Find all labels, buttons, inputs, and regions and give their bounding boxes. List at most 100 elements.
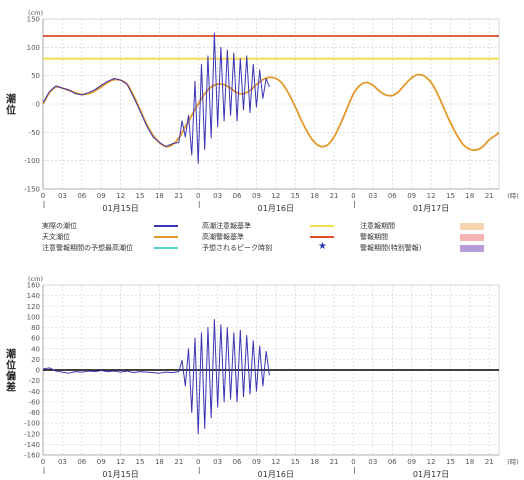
y-tick-label: 40 (31, 345, 40, 353)
chart-legend: 実際の潮位 高潮注意報基準 注意報期間天文潮位 高潮警報基準 警報期間注意警報期間の予想… (42, 221, 498, 261)
x-tick-label: 12 (271, 192, 280, 200)
y-tick-label: -140 (24, 441, 40, 449)
day-label: 01月17日 (413, 204, 449, 213)
y-tick-label: -80 (29, 409, 40, 417)
x-tick-label: 15 (291, 458, 300, 466)
legend-item: 高潮注意報基準 (202, 221, 336, 231)
day-label: 01月15日 (102, 204, 138, 213)
x-tick-label: 03 (58, 192, 67, 200)
legend-item: 注意報期間 (360, 221, 486, 231)
x-tick-label: 06 (388, 458, 397, 466)
y-axis-label-char: 潮 (6, 348, 16, 361)
legend-item: 警報期間(特別警報) (360, 243, 486, 253)
day-label: 01月16日 (258, 204, 294, 213)
legend-item: 天文潮位 (42, 232, 180, 242)
x-tick-label: 03 (213, 458, 222, 466)
x-tick-label: 0 (41, 192, 45, 200)
x-axis-unit: (時) (507, 192, 519, 200)
y-axis-unit: (cm) (28, 9, 43, 17)
x-tick-label: 21 (174, 458, 183, 466)
x-tick-label: 12 (116, 192, 125, 200)
x-tick-label: 06 (233, 458, 242, 466)
y-axis-label-char: 位 (6, 104, 16, 117)
x-tick-label: 18 (155, 192, 164, 200)
y-tick-label: 150 (27, 16, 40, 24)
y-tick-label: 80 (31, 324, 40, 332)
y-tick-label: 120 (27, 303, 40, 311)
y-tick-label: 20 (31, 356, 40, 364)
legend-label: 天文潮位 (42, 233, 70, 241)
x-tick-label: 03 (58, 458, 67, 466)
legend-line-swatch (154, 236, 178, 238)
x-tick-label: 0 (351, 458, 355, 466)
x-tick-label: 18 (155, 458, 164, 466)
legend-label: 注意報期間 (360, 222, 395, 230)
x-tick-label: 06 (77, 192, 86, 200)
y-tick-label: -60 (29, 398, 40, 406)
x-tick-label: 06 (77, 458, 86, 466)
x-tick-label: 15 (446, 192, 455, 200)
tide-deviation-chart: -160 -140 -120 -100 -80 -60 -40 -20 0 20 40 60 80 100… (6, 275, 519, 479)
legend-label: 実際の潮位 (42, 222, 77, 230)
y-tick-label: 0 (36, 101, 40, 109)
y-tick-label: -150 (24, 186, 40, 194)
x-tick-label: 15 (136, 192, 145, 200)
legend-label: 注意警報期間の予想最高潮位 (42, 244, 133, 252)
legend-line-swatch (310, 225, 334, 227)
x-tick-label: 15 (136, 458, 145, 466)
x-tick-label: 09 (97, 458, 106, 466)
y-axis-label-char: 偏 (6, 370, 16, 383)
legend-item: 実際の潮位 (42, 221, 180, 231)
x-tick-label: 09 (252, 458, 261, 466)
x-tick-label: 12 (116, 458, 125, 466)
y-axis-label-char: 位 (6, 359, 16, 372)
x-tick-label: 0 (351, 192, 355, 200)
legend-line-swatch (310, 236, 334, 238)
x-tick-label: 12 (427, 192, 436, 200)
x-tick-label: 0 (41, 458, 45, 466)
legend-label: 高潮注意報基準 (202, 222, 251, 230)
legend-label: 高潮警報基準 (202, 233, 244, 241)
y-tick-label: -120 (24, 430, 40, 438)
day-label: 01月16日 (258, 470, 294, 479)
x-tick-label: 0 (196, 458, 200, 466)
y-tick-label: 50 (31, 72, 40, 80)
legend-item: 警報期間 (360, 232, 486, 242)
y-tick-label: 0 (36, 367, 40, 375)
y-tick-label: 60 (31, 335, 40, 343)
legend-box-swatch (460, 245, 484, 252)
y-tick-label: -160 (24, 452, 40, 460)
y-tick-label: 160 (27, 282, 40, 290)
legend-box-swatch (460, 223, 484, 230)
x-tick-label: 09 (97, 192, 106, 200)
legend-box-swatch (460, 234, 484, 241)
y-tick-label: -40 (29, 388, 40, 396)
x-tick-label: 09 (407, 192, 416, 200)
x-tick-label: 06 (388, 192, 397, 200)
x-tick-label: 15 (446, 458, 455, 466)
legend-label: 警報期間 (360, 233, 388, 241)
legend-label: 予想されるピーク時刻 (202, 244, 272, 252)
x-tick-label: 03 (368, 192, 377, 200)
legend-item: 注意警報期間の予想最高潮位 (42, 243, 180, 253)
star-icon: ★ (318, 241, 327, 252)
x-tick-label: 21 (330, 192, 339, 200)
x-tick-label: 21 (485, 192, 494, 200)
x-tick-label: 03 (213, 192, 222, 200)
legend-label: 警報期間(特別警報) (360, 244, 422, 252)
y-axis-unit: (cm) (28, 275, 43, 283)
x-tick-label: 18 (465, 192, 474, 200)
day-label: 01月15日 (102, 470, 138, 479)
x-axis-unit: (時) (507, 458, 519, 466)
x-tick-label: 18 (310, 192, 319, 200)
y-tick-label: -100 (24, 157, 40, 165)
y-axis-label-char: 差 (6, 381, 16, 394)
legend-item: 予想されるピーク時刻 ★ (202, 241, 336, 253)
x-tick-label: 09 (407, 458, 416, 466)
x-tick-label: 12 (271, 458, 280, 466)
day-label: 01月17日 (413, 470, 449, 479)
x-tick-label: 06 (233, 192, 242, 200)
x-tick-label: 21 (485, 458, 494, 466)
x-tick-label: 15 (291, 192, 300, 200)
